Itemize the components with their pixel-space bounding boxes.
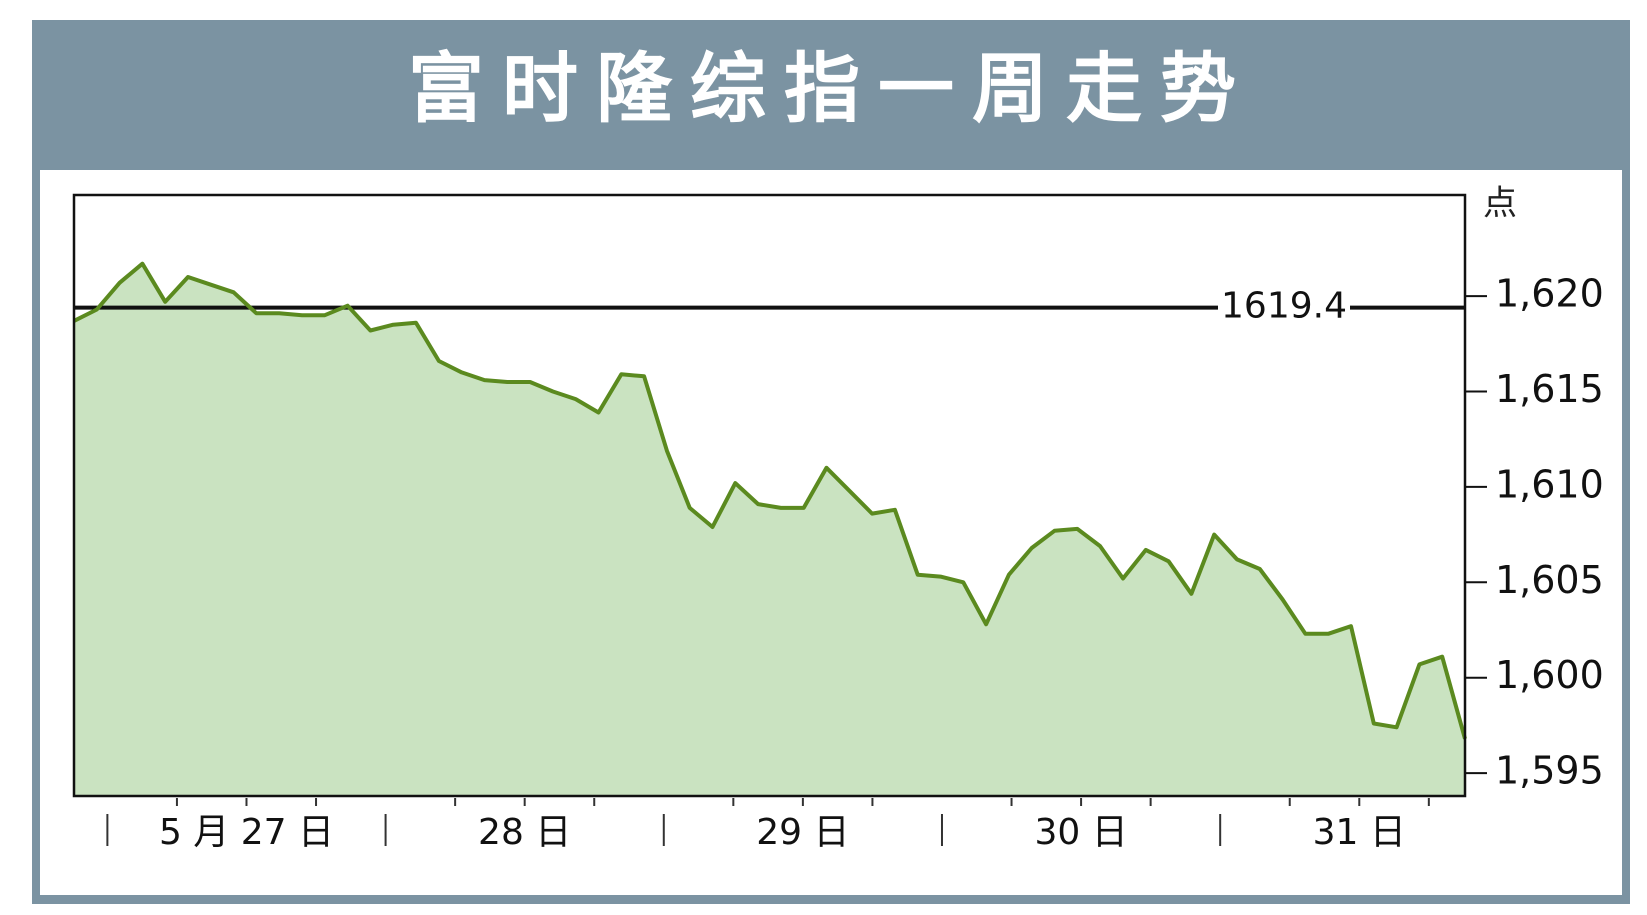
reference-label: 1619.4 bbox=[1221, 286, 1347, 327]
y-tick-label: 1,620 bbox=[1495, 272, 1604, 316]
area bbox=[74, 263, 1465, 796]
y-tick-label: 1,615 bbox=[1495, 367, 1604, 411]
line bbox=[73, 261, 1467, 740]
y-tick-label: 1,610 bbox=[1495, 462, 1604, 506]
y-tick-label: 1,605 bbox=[1495, 558, 1604, 602]
x-label: 29 日 bbox=[756, 812, 849, 853]
chart-title: 富时隆综指一周走势 bbox=[408, 44, 1254, 133]
x-label: 30 日 bbox=[1034, 812, 1127, 853]
y-tick-label: 1,600 bbox=[1495, 653, 1604, 697]
x-label: 31 日 bbox=[1313, 812, 1406, 853]
y-unit: 点 bbox=[1483, 184, 1517, 224]
y-tick-label: 1,595 bbox=[1495, 749, 1604, 793]
plot-border bbox=[72, 193, 1467, 798]
x-label: 28 日 bbox=[478, 812, 571, 853]
x-label: 5 月 27 日 bbox=[159, 812, 334, 853]
